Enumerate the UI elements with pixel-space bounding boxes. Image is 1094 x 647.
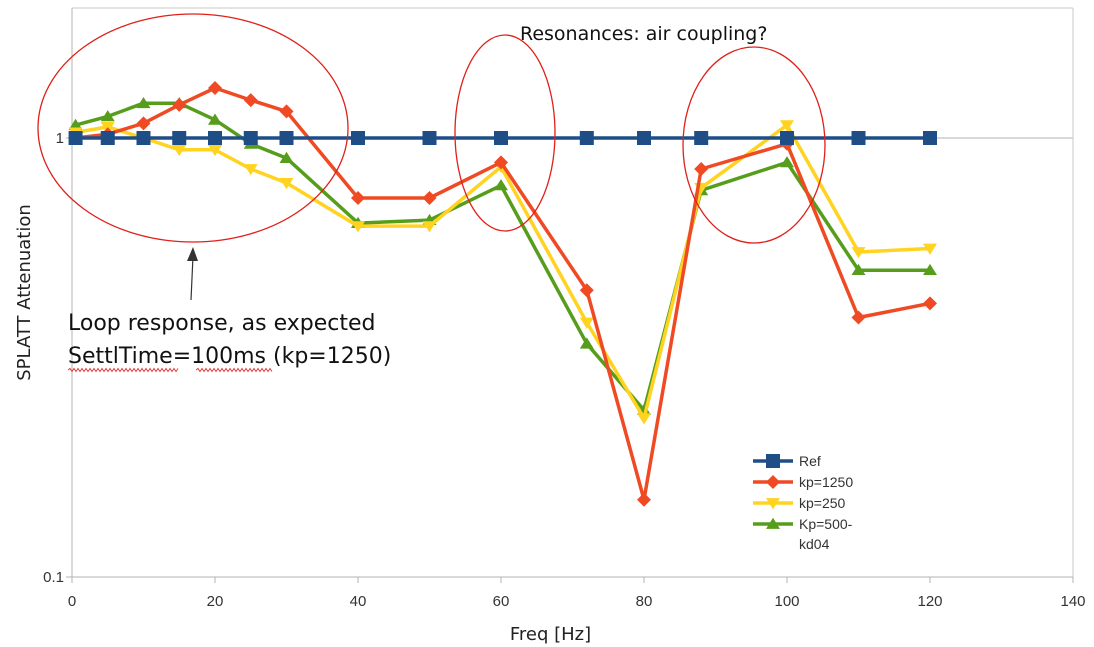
legend-marker-0 — [766, 454, 780, 468]
x-tick-label: 0 — [68, 593, 76, 610]
legend-label: Ref — [799, 453, 821, 469]
x-tick-label: 140 — [1060, 593, 1085, 610]
data-point — [851, 263, 866, 276]
data-point — [208, 113, 222, 125]
data-point — [208, 131, 222, 145]
legend: Ref kp=1250 kp=250 Kp=500-kd04 — [753, 453, 853, 552]
series-0 — [68, 131, 937, 145]
x-tick-label: 120 — [917, 593, 942, 610]
x-axis-title: Freq [Hz] — [510, 624, 591, 645]
series-layer — [68, 80, 937, 507]
data-point — [694, 131, 709, 145]
x-tick-label: 100 — [774, 593, 799, 610]
data-point — [579, 283, 594, 298]
annotation-arrow-line — [190, 255, 194, 301]
series-line-3 — [75, 101, 930, 412]
data-point — [243, 164, 258, 176]
data-point — [279, 131, 294, 145]
annotation-ellipse-loop — [37, 13, 349, 243]
annotation-text-2: SettlTime=100ms (kp=1250) — [68, 344, 391, 369]
data-point — [494, 155, 508, 170]
data-point — [68, 131, 83, 145]
data-point — [579, 317, 594, 329]
data-point — [172, 144, 187, 157]
x-tick-label: 60 — [493, 593, 510, 610]
data-point — [494, 131, 508, 145]
data-point — [172, 97, 187, 112]
data-point — [923, 263, 937, 276]
series-line-1 — [75, 86, 931, 502]
data-point — [279, 151, 294, 163]
x-tick-label: 20 — [207, 593, 224, 610]
data-point — [351, 221, 365, 233]
data-point — [923, 296, 937, 311]
data-point — [100, 131, 115, 145]
data-point — [579, 337, 594, 349]
data-point — [637, 131, 651, 145]
y-axis-title: SPLATT Attenuation — [14, 204, 35, 381]
data-point — [851, 247, 866, 259]
data-point — [351, 191, 365, 206]
data-point — [923, 131, 937, 145]
grid-layer — [72, 7, 1074, 578]
data-point — [208, 144, 222, 157]
data-point — [279, 104, 294, 119]
data-point — [780, 131, 794, 145]
data-point — [351, 131, 365, 145]
x-tick-label: 40 — [350, 593, 367, 610]
data-point — [851, 310, 866, 325]
data-point — [136, 131, 151, 145]
data-point — [243, 93, 258, 108]
data-point — [100, 110, 115, 122]
legend-label: kp=1250 — [799, 474, 853, 490]
data-point — [494, 179, 508, 191]
legend-marker-1 — [766, 475, 780, 489]
data-point — [208, 80, 222, 95]
annotation-ellipse-100hz — [682, 46, 826, 244]
annotation-text-0: Resonances: air coupling? — [520, 23, 767, 45]
legend-label: Kp=500-kd04 — [799, 516, 853, 552]
spellcheck-squiggle-2 — [195, 367, 273, 373]
data-point — [637, 413, 651, 425]
spellcheck-squiggle-1 — [67, 367, 179, 373]
data-point — [68, 118, 83, 131]
legend-marker-3 — [766, 517, 780, 529]
data-point — [136, 96, 151, 109]
legend-marker-2 — [766, 498, 780, 510]
data-point — [780, 120, 794, 132]
legend-label: kp=250 — [799, 495, 846, 511]
annotation-layer: Resonances: air coupling? Loop response, … — [37, 13, 826, 373]
data-point — [422, 131, 437, 145]
annotation-ellipse-60hz — [454, 34, 556, 232]
data-point — [172, 131, 187, 145]
data-point — [694, 161, 709, 176]
data-point — [780, 156, 794, 168]
y-tick-label: 0.1 — [43, 569, 64, 586]
axis-layer: 0 20 40 60 80 100 120 140 0.1 1 Freq [Hz] SPLATT At… — [14, 8, 1086, 645]
x-tick-label: 80 — [636, 593, 653, 610]
data-point — [243, 131, 258, 145]
data-point — [579, 131, 594, 145]
data-point — [422, 191, 437, 206]
data-point — [279, 178, 294, 190]
data-point — [851, 131, 866, 145]
y-tick-label: 1 — [56, 130, 64, 147]
data-point — [422, 221, 437, 233]
annotation-text-1: Loop response, as expected — [68, 311, 375, 336]
data-point — [136, 116, 151, 131]
annotation-arrow-head — [187, 247, 198, 261]
data-point — [637, 492, 651, 507]
data-point — [923, 243, 937, 255]
